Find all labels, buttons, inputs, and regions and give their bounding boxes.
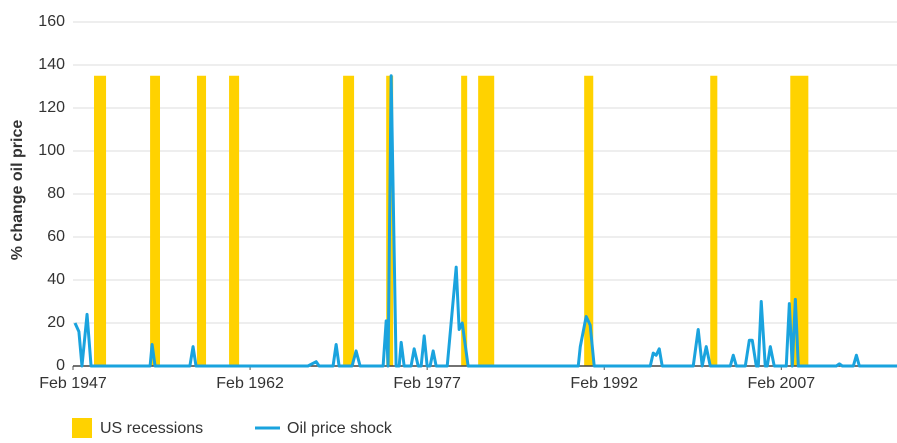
y-tick-label: 60 [47,228,65,245]
line-series [73,74,897,368]
y-tick-label: 160 [38,13,65,30]
y-tick-label: 100 [38,142,65,159]
x-tick-label: Feb 1977 [393,375,461,392]
y-tick-label: 0 [56,357,65,374]
legend-label: US recessions [100,420,203,437]
legend-swatch [72,418,92,438]
recession-bar [478,75,495,366]
recession-bar [196,75,207,366]
x-tick-label: Feb 1947 [39,375,107,392]
recession-bar [229,75,240,366]
y-tick-label: 40 [47,271,65,288]
y-tick-label: 120 [38,99,65,116]
recession-bar [343,75,355,366]
recession-bar [710,75,718,366]
legend-label: Oil price shock [287,420,393,437]
y-tick-label: 20 [47,314,65,331]
y-axis-label: % change oil price [9,120,26,261]
x-tick-label: Feb 2007 [748,375,816,392]
recession-bar [94,75,107,366]
recession-bar [584,75,594,366]
y-tick-label: 140 [38,56,65,73]
y-tick-label: 80 [47,185,65,202]
recession-bar [790,75,809,366]
x-tick-label: Feb 1962 [216,375,284,392]
x-tick-label: Feb 1992 [570,375,638,392]
recession-bar [150,75,161,366]
recession-bar [461,75,468,366]
